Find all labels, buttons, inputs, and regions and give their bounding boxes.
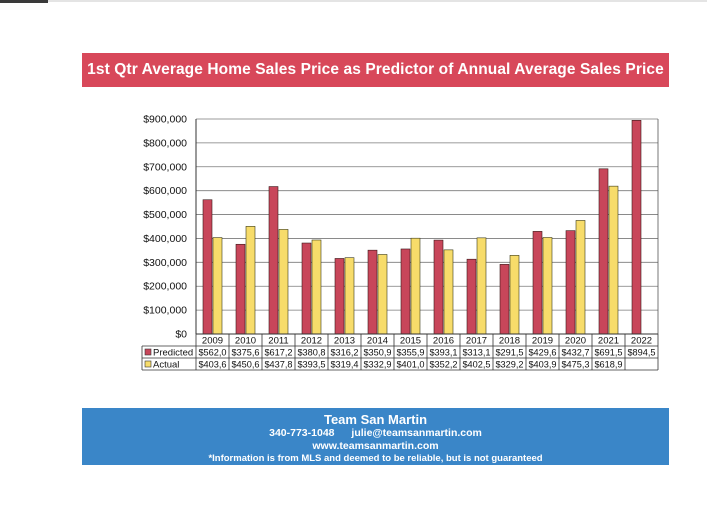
x-tick-label: 2015 <box>400 336 421 347</box>
bar-predicted <box>565 230 576 335</box>
bar-actual <box>575 220 586 335</box>
contact-banner: Team San Martin 340-773-1048 julie@teams… <box>82 408 669 465</box>
table-value-cell: $432,7 <box>561 348 589 358</box>
x-tick-label: 2019 <box>532 336 553 347</box>
bar-actual <box>377 254 388 335</box>
bar-actual <box>212 237 223 335</box>
chart-title: 1st Qtr Average Home Sales Price as Pred… <box>87 61 664 78</box>
bar-actual <box>410 237 421 335</box>
table-value-cell: $894,5 <box>627 348 655 358</box>
x-tick-label: 2022 <box>631 336 652 347</box>
table-value-cell: $691,5 <box>594 348 622 358</box>
phone-number: 340-773-1048 <box>269 427 335 439</box>
table-value-cell: $329,2 <box>495 360 523 370</box>
table-value-cell: $319,4 <box>330 360 358 370</box>
table-value-cell: $316,2 <box>330 348 358 358</box>
bar-predicted <box>598 168 609 335</box>
bar-actual <box>278 229 289 335</box>
table-value-cell: $332,9 <box>363 360 391 370</box>
scan-top-edge <box>0 0 707 2</box>
table-value-cell: $403,9 <box>528 360 556 370</box>
table-value-cell: $355,9 <box>396 348 424 358</box>
table-value-cell: $618,9 <box>594 360 622 370</box>
contact-line: 340-773-1048 julie@teamsanmartin.com <box>82 427 669 440</box>
x-tick-label: 2021 <box>598 336 619 347</box>
bar-predicted <box>400 248 411 335</box>
bar-actual <box>542 237 553 335</box>
legend-key-predicted <box>144 348 152 356</box>
legend-label-predicted: Predicted <box>153 348 193 359</box>
table-value-cell: $380,8 <box>297 348 325 358</box>
bar-predicted <box>367 249 378 335</box>
y-tick-label: $500,000 <box>143 209 187 221</box>
y-tick-label: $300,000 <box>143 257 187 269</box>
y-tick-label: $600,000 <box>143 185 187 197</box>
bar-actual <box>509 255 520 335</box>
table-value-cell: $402,5 <box>462 360 490 370</box>
title-banner: 1st Qtr Average Home Sales Price as Pred… <box>82 53 669 87</box>
legend-label-actual: Actual <box>153 360 179 371</box>
table-value-cell: $617,2 <box>264 348 292 358</box>
bar-actual <box>608 185 619 335</box>
table-value-cell: $352,2 <box>429 360 457 370</box>
y-tick-label: $200,000 <box>143 281 187 293</box>
table-value-cell: $475,3 <box>561 360 589 370</box>
bar-actual <box>476 237 487 335</box>
x-tick-label: 2014 <box>367 336 388 347</box>
y-tick-label: $700,000 <box>143 161 187 173</box>
table-value-cell: $393,1 <box>429 348 457 358</box>
table-value-cell: $437,8 <box>264 360 292 370</box>
scan-corner-mark <box>0 0 48 3</box>
x-tick-label: 2011 <box>268 336 288 347</box>
x-tick-label: 2013 <box>334 336 355 347</box>
table-value-cell: $291,5 <box>495 348 523 358</box>
bar-predicted <box>433 239 444 335</box>
legend-key-actual <box>144 360 152 368</box>
x-tick-label: 2016 <box>433 336 454 347</box>
bar-predicted <box>631 120 642 335</box>
email-address[interactable]: julie@teamsanmartin.com <box>351 427 482 439</box>
bar-actual <box>245 226 256 335</box>
bar-predicted <box>268 186 279 335</box>
y-tick-label: $0 <box>175 329 187 341</box>
x-tick-label: 2018 <box>499 336 520 347</box>
table-value-cell: $393,5 <box>297 360 325 370</box>
x-tick-label: 2017 <box>466 336 487 347</box>
table-value-cell: $313,1 <box>462 348 490 358</box>
bar-actual <box>443 249 454 335</box>
bar-predicted <box>532 231 543 335</box>
x-tick-label: 2012 <box>301 336 322 347</box>
table-value-cell: $562,0 <box>198 348 226 358</box>
table-value-cell: $350,9 <box>363 348 391 358</box>
website-link[interactable]: www.teamsanmartin.com <box>312 440 439 452</box>
y-tick-label: $800,000 <box>143 137 187 149</box>
bar-predicted <box>202 199 213 335</box>
table-value-cell: $403,6 <box>198 360 226 370</box>
bar-predicted <box>466 258 477 335</box>
table-value-cell: $450,6 <box>231 360 259 370</box>
table-value-cell: $429,6 <box>528 348 556 358</box>
bar-actual <box>344 257 355 335</box>
bar-predicted <box>334 258 345 335</box>
bar-predicted <box>301 242 312 335</box>
y-tick-label: $400,000 <box>143 233 187 245</box>
org-name: Team San Martin <box>323 412 428 427</box>
x-tick-label: 2010 <box>235 336 256 347</box>
y-tick-label: $100,000 <box>143 305 187 317</box>
table-value-cell: $401,0 <box>396 360 424 370</box>
bar-actual <box>311 239 322 335</box>
bar-predicted <box>499 264 510 335</box>
x-tick-label: 2009 <box>202 336 223 347</box>
x-tick-label: 2020 <box>565 336 586 347</box>
table-value-cell: $375,6 <box>231 348 259 358</box>
disclaimer-text: *Information is from MLS and deemed to b… <box>208 453 543 464</box>
bar-predicted <box>235 243 246 335</box>
y-tick-label: $900,000 <box>143 114 187 126</box>
